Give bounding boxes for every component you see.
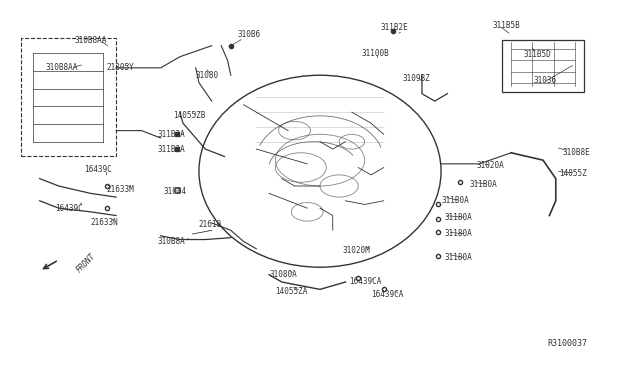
Text: 21619: 21619 [199,220,222,229]
Text: 31100B: 31100B [362,49,389,58]
Text: 31020M: 31020M [342,246,370,255]
Text: 31020A: 31020A [476,161,504,170]
Text: 31180A: 31180A [444,213,472,222]
Text: 310B6: 310B6 [237,30,260,39]
Text: 31080: 31080 [196,71,219,80]
Text: 31180A: 31180A [444,253,472,263]
Text: 3109BZ: 3109BZ [403,74,431,83]
Text: 16439C: 16439C [84,165,112,174]
Text: 310B8A: 310B8A [157,237,185,246]
Text: 16439CA: 16439CA [349,278,381,286]
Text: 21633M: 21633M [106,185,134,194]
Text: 311B0A: 311B0A [441,196,469,205]
Text: 31084: 31084 [164,187,187,196]
Text: 310B8AA: 310B8AA [46,63,78,72]
Text: 14055ZB: 14055ZB [173,111,206,121]
Text: 21633N: 21633N [91,218,118,227]
Text: 310B8AA: 310B8AA [75,36,107,45]
Text: 31080A: 31080A [269,270,297,279]
Text: 14055Z: 14055Z [559,169,587,177]
Text: 21305Y: 21305Y [106,63,134,72]
Text: FRONT: FRONT [75,252,97,275]
Text: 311B3A: 311B3A [157,130,185,139]
Text: 311B5B: 311B5B [492,21,520,30]
Text: 310B8E: 310B8E [562,148,590,157]
Text: 311B5D: 311B5D [524,51,552,60]
Text: 311B0A: 311B0A [470,180,497,189]
Text: 31036: 31036 [534,76,557,85]
Text: 16439CA: 16439CA [371,291,403,299]
Text: 31180A: 31180A [444,230,472,238]
Text: R3100037: R3100037 [548,340,588,349]
Text: 311B2E: 311B2E [381,23,408,32]
Text: 14055ZA: 14055ZA [275,287,308,296]
Text: 311B3A: 311B3A [157,145,185,154]
Text: 16439C: 16439C [56,203,83,213]
